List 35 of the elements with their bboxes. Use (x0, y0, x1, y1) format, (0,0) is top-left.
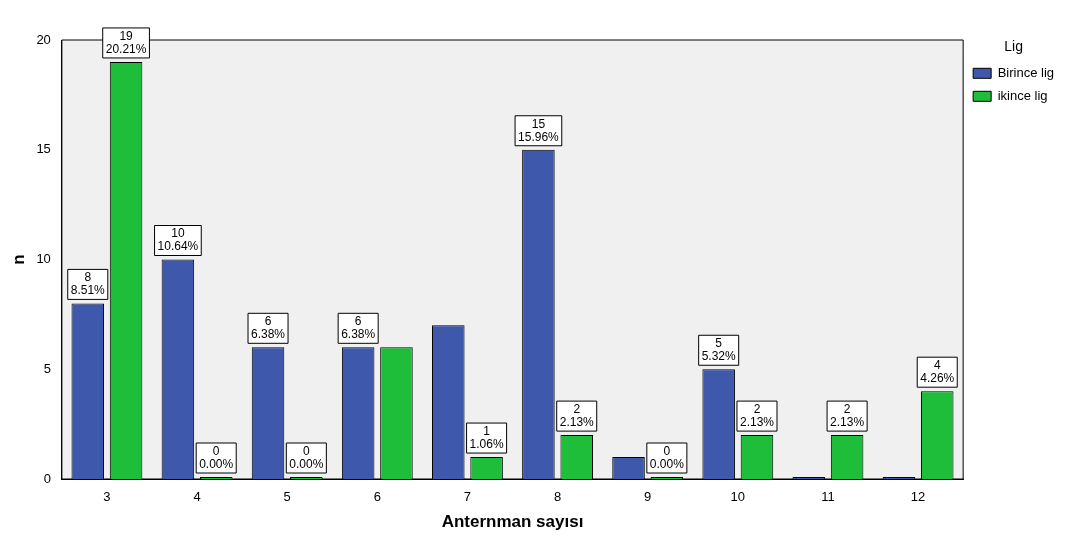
data-label: 1 1.06% (469, 423, 504, 451)
legend-label: Birince lig (997, 64, 1054, 80)
x-axis-title: Anternman sayısı (441, 512, 584, 532)
data-label: 2 2.13% (739, 401, 775, 429)
data-label: 2 2.13% (830, 401, 865, 429)
data-label: 0 0.00% (199, 443, 234, 471)
y-tick-label: 0 (43, 470, 51, 486)
y-tick-label: 5 (43, 360, 51, 376)
data-label: 6 6.38% (341, 314, 376, 342)
legend-title: Lig (1004, 37, 1023, 54)
x-tick-label: 6 (373, 489, 381, 505)
y-tick-label: 15 (36, 141, 51, 157)
x-tick-label: 5 (283, 489, 291, 505)
legend-label: ikince lig (997, 87, 1048, 103)
data-label: 0 0.00% (649, 443, 685, 471)
data-label: 4 4.26% (920, 358, 955, 386)
data-label: 6 6.38% (251, 314, 286, 342)
x-tick-label: 4 (193, 489, 201, 505)
x-tick-label: 11 (821, 489, 835, 505)
y-axis-title: n (8, 254, 28, 265)
x-tick-label: 12 (910, 489, 926, 505)
x-tick-label: 3 (103, 489, 111, 505)
y-tick-label: 20 (36, 31, 51, 47)
x-tick-label: 7 (463, 489, 472, 505)
x-tick-label: 9 (644, 489, 652, 505)
data-label: 10 10.64% (157, 226, 199, 254)
data-label: 5 5.32% (701, 336, 737, 364)
y-tick-label: 10 (36, 251, 51, 267)
data-label: 8 8.51% (70, 270, 106, 298)
data-label: 2 2.13% (559, 401, 595, 429)
x-tick-label: 10 (730, 489, 746, 505)
x-tick-label: 8 (553, 489, 562, 505)
data-label: 0 0.00% (289, 443, 324, 471)
data-label: 19 20.21% (105, 28, 147, 56)
data-label: 15 15.96% (518, 116, 560, 144)
